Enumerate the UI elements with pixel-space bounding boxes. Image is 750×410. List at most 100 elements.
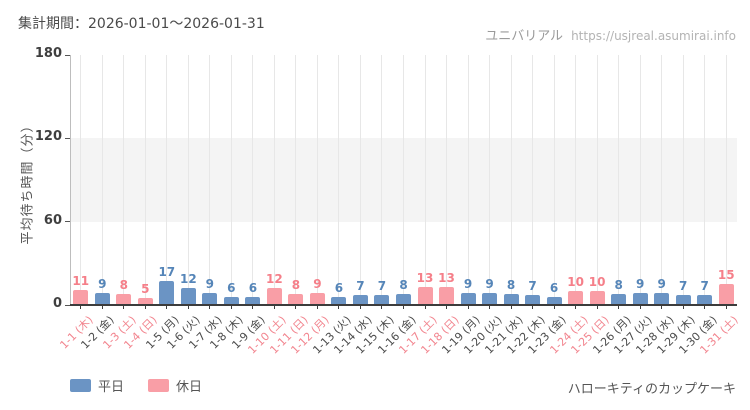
legend-holiday-label: 休日 [176,380,203,395]
bar-value-label: 6 [248,280,258,295]
gridline [123,55,125,305]
weekday-bar [374,295,390,305]
bar-value-label: 13 [416,270,434,285]
holiday-bar [288,293,304,305]
weekday-bar [245,296,261,305]
x-axis-tick [553,305,555,309]
y-axis-line [70,55,71,305]
holiday-bar [417,286,433,305]
bar-value-label: 10 [567,275,584,290]
gridline [661,55,663,305]
x-axis-tick [209,305,211,309]
gridline [575,55,577,305]
page-title: 集計期間：2026-01-01～2026-01-31 [18,16,265,32]
gridline [230,55,232,305]
y-axis-tick-label: 180 [34,46,62,61]
legend-weekday-label: 平日 [98,380,125,395]
x-axis-tick [618,305,620,309]
bar-value-label: 8 [399,277,408,292]
gridline [532,55,534,305]
gridline [273,55,275,305]
bar-value-label: 5 [141,282,150,297]
attraction-name: ハローキティのカップケーキ [567,382,736,397]
bar-chart-plot-area: 0 60 120 180 11 1-1 (木) 9 1-2 (金) 8 1-3 (土) 5 1-4 (… [35,46,741,357]
weekday-bar [331,296,347,305]
weekday-bar [546,296,562,305]
weekday-bar [94,292,110,305]
x-axis-tick [338,305,340,309]
bar-value-label: 8 [506,277,516,292]
bar-value-label: 7 [700,279,709,294]
x-axis-tick [661,305,663,309]
gridline [144,55,146,305]
x-axis-tick [467,305,469,309]
bar-value-label: 11 [72,273,90,288]
x-axis-tick [639,305,641,309]
weekday-bar [202,292,218,305]
gridline [381,55,383,305]
weekday-bar [654,292,670,305]
holiday-bar [73,289,89,305]
gridline [252,55,254,305]
gridline [725,55,727,305]
bar-value-label: 6 [227,280,236,295]
gridline [704,55,706,305]
x-axis-tick [510,305,512,309]
gridline [359,55,361,305]
bar-value-label: 9 [205,276,215,291]
x-axis-tick [273,305,275,309]
gridline [295,55,297,305]
bar-value-label: 7 [377,279,387,294]
gridline [682,55,684,305]
chart-legend: 平日 休日 [70,376,202,395]
holiday-bar [309,292,325,305]
bar-value-label: 10 [588,275,606,290]
gridline [467,55,469,305]
x-axis-tick [704,305,706,309]
bar-value-label: 13 [438,270,455,285]
y-axis-tick [65,221,70,223]
x-axis-tick [101,305,103,309]
site-watermark: ユニバリアル https://usjreal.asumirai.info [485,25,736,44]
x-axis-tick [80,305,82,309]
holiday-bar [439,286,455,305]
x-axis-tick [316,305,318,309]
legend-item-weekday: 平日 [70,376,124,395]
gridline [489,55,491,305]
y-axis-tick-label: 60 [43,212,62,228]
bar-value-label: 9 [463,276,473,291]
weekday-bar [697,295,713,305]
gridline [209,55,211,305]
x-axis-tick [446,305,448,309]
legend-item-holiday: 休日 [148,376,202,395]
gridline [101,55,103,305]
bar-value-label: 9 [635,276,645,291]
bar-value-label: 7 [528,279,537,294]
weekday-bar [632,292,648,305]
x-axis-tick [166,305,168,309]
x-axis-tick [403,305,404,309]
gridline [424,55,426,305]
weekday-bar [159,281,175,305]
bar-value-label: 17 [158,265,176,280]
gridline [510,55,512,305]
site-name: ユニバリアル [485,29,564,44]
x-axis-tick [359,305,361,309]
weekday-bar [482,292,498,305]
x-axis-tick [489,305,491,309]
bar-value-label: 9 [485,276,494,291]
gridline [446,55,448,305]
weekday-bar [503,293,519,305]
x-axis-tick [424,305,426,309]
x-axis-tick [230,305,232,309]
holiday-bar [718,284,734,305]
gridline [166,55,168,305]
weekday-bar [611,293,627,305]
holiday-bar [137,298,153,305]
weekday-swatch-icon [70,379,91,392]
bar-value-label: 6 [334,280,344,295]
bar-value-label: 9 [98,276,107,291]
gridline [316,55,318,305]
bar-value-label: 15 [717,268,735,283]
holiday-bar [266,288,282,305]
